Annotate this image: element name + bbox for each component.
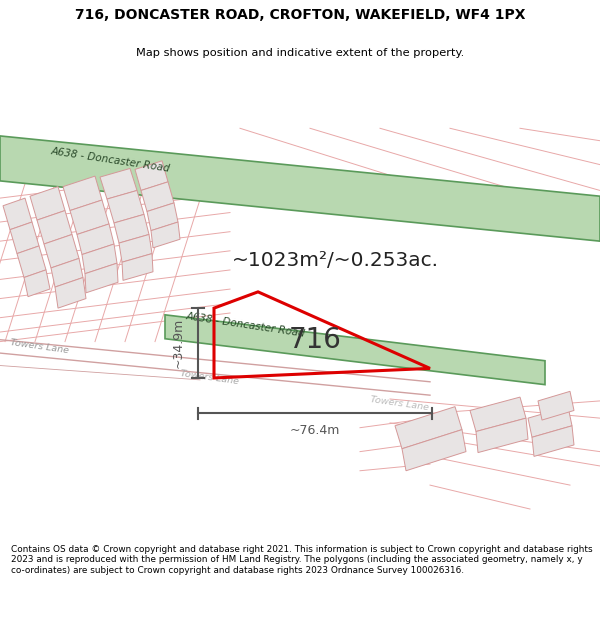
Text: Towers Lane: Towers Lane <box>180 369 239 386</box>
Polygon shape <box>44 234 79 268</box>
Polygon shape <box>17 246 46 278</box>
Text: ~1023m²/~0.253ac.: ~1023m²/~0.253ac. <box>232 251 439 270</box>
Polygon shape <box>141 182 174 211</box>
Text: 716, DONCASTER ROAD, CROFTON, WAKEFIELD, WF4 1PX: 716, DONCASTER ROAD, CROFTON, WAKEFIELD,… <box>75 8 525 22</box>
Text: A638 - Doncaster Road: A638 - Doncaster Road <box>50 146 170 174</box>
Polygon shape <box>402 429 466 471</box>
Text: Contains OS data © Crown copyright and database right 2021. This information is : Contains OS data © Crown copyright and d… <box>11 545 592 575</box>
Polygon shape <box>135 161 168 191</box>
Polygon shape <box>107 191 144 223</box>
Polygon shape <box>70 200 109 234</box>
Text: A638 - Doncaster Road: A638 - Doncaster Road <box>185 311 305 339</box>
Polygon shape <box>55 278 86 308</box>
Polygon shape <box>63 176 102 211</box>
Polygon shape <box>532 426 574 456</box>
Polygon shape <box>37 211 72 244</box>
Text: ~76.4m: ~76.4m <box>290 424 340 437</box>
Polygon shape <box>82 244 117 274</box>
Text: ~34.9m: ~34.9m <box>172 318 185 368</box>
Text: Towers Lane: Towers Lane <box>10 338 70 355</box>
Polygon shape <box>147 203 178 231</box>
Text: Towers Lane: Towers Lane <box>370 395 430 412</box>
Polygon shape <box>100 169 137 199</box>
Polygon shape <box>151 222 180 248</box>
Polygon shape <box>119 234 152 262</box>
Text: 716: 716 <box>289 326 341 354</box>
Polygon shape <box>77 224 114 254</box>
Polygon shape <box>30 187 65 220</box>
Polygon shape <box>0 136 600 241</box>
Polygon shape <box>114 214 149 243</box>
Polygon shape <box>470 397 526 431</box>
Text: Map shows position and indicative extent of the property.: Map shows position and indicative extent… <box>136 48 464 58</box>
Polygon shape <box>538 391 574 420</box>
Polygon shape <box>528 407 572 437</box>
Polygon shape <box>51 258 83 287</box>
Polygon shape <box>476 418 528 452</box>
Polygon shape <box>3 198 32 229</box>
Polygon shape <box>85 263 118 293</box>
Polygon shape <box>10 222 39 254</box>
Polygon shape <box>122 254 153 281</box>
Polygon shape <box>165 315 545 384</box>
Polygon shape <box>24 270 50 297</box>
Polygon shape <box>395 407 462 449</box>
